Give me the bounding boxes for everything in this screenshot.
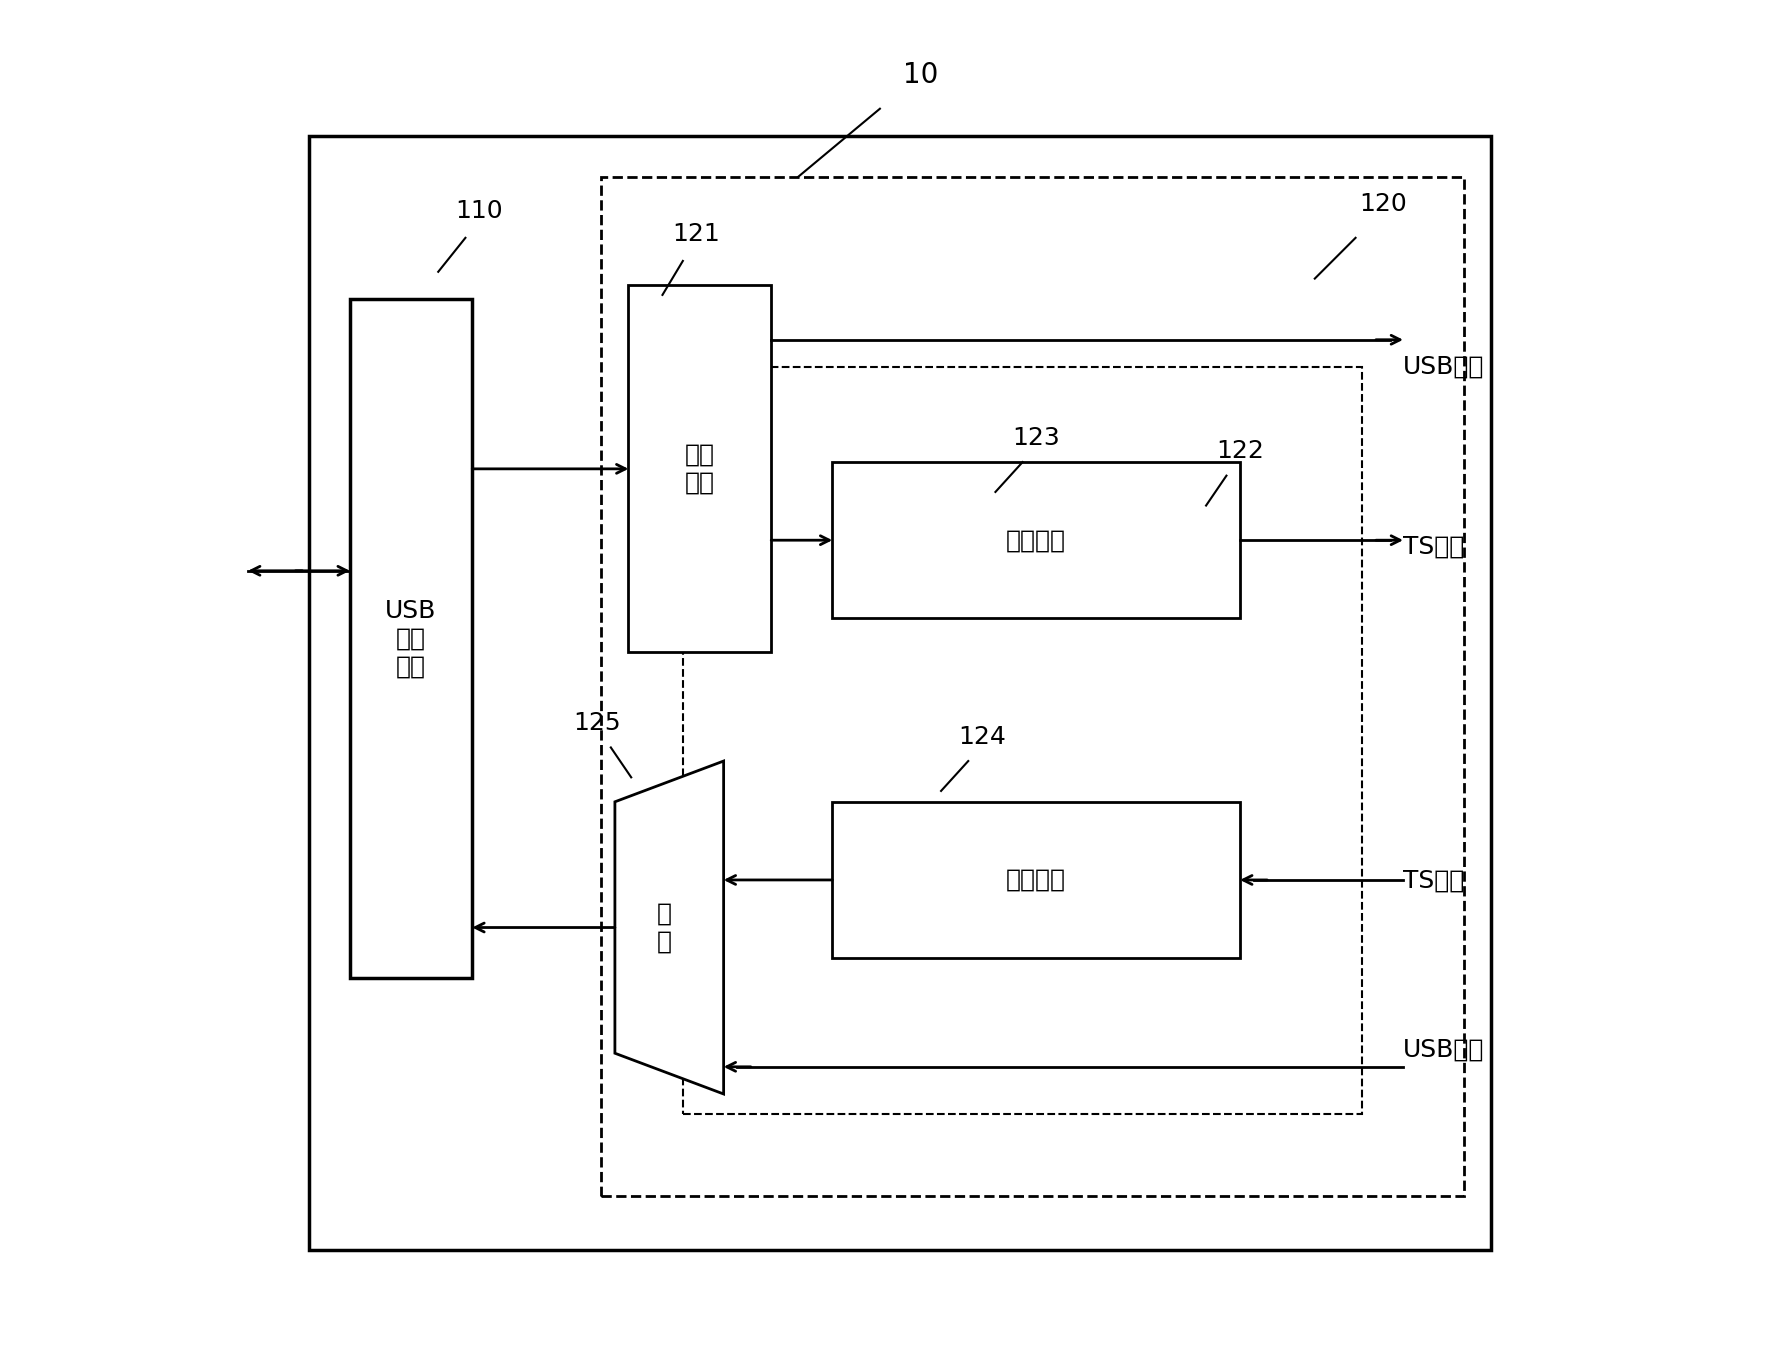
Bar: [309, 136, 1492, 1250]
Text: TS数据: TS数据: [1403, 534, 1464, 559]
Bar: [600, 177, 1464, 1196]
Text: 打包单元: 打包单元: [1006, 868, 1067, 892]
Text: 125: 125: [574, 711, 622, 735]
Text: 解包单元: 解包单元: [1006, 529, 1067, 552]
Text: 120: 120: [1358, 192, 1406, 216]
Text: 124: 124: [958, 724, 1006, 749]
Text: 122: 122: [1217, 439, 1263, 463]
Text: 110: 110: [456, 198, 502, 223]
Text: 123: 123: [1011, 425, 1060, 450]
Text: USB数据: USB数据: [1403, 355, 1485, 379]
Bar: [833, 802, 1240, 958]
Text: 复
用: 复 用: [656, 901, 672, 954]
Bar: [683, 367, 1362, 1114]
Bar: [350, 299, 472, 978]
Text: 121: 121: [672, 222, 720, 246]
Bar: [629, 285, 772, 652]
Text: USB数据: USB数据: [1403, 1037, 1485, 1061]
Text: TS数据: TS数据: [1403, 868, 1464, 893]
Text: USB
收发
单元: USB 收发 单元: [386, 599, 436, 678]
Bar: [833, 462, 1240, 618]
Text: 检测
单元: 检测 单元: [684, 443, 715, 495]
Text: 10: 10: [902, 61, 938, 88]
Polygon shape: [615, 761, 724, 1094]
